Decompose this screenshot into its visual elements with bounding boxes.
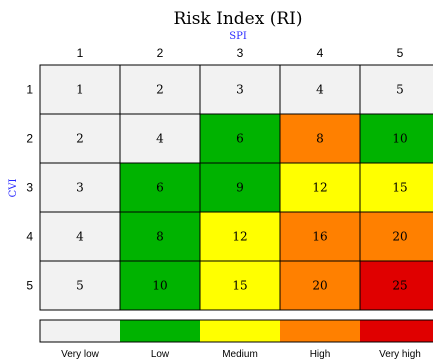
x-tick-label: 5 xyxy=(397,46,404,60)
chart-title: Risk Index (RI) xyxy=(173,9,302,29)
colorbar-label: High xyxy=(310,349,331,360)
colorbar-segment xyxy=(280,320,360,342)
heatmap-cell xyxy=(119,260,201,311)
heatmap-cell xyxy=(39,260,121,311)
heatmap-cell xyxy=(359,64,433,115)
cell-value-label: 5 xyxy=(396,83,404,97)
cell-value-label: 8 xyxy=(316,132,324,146)
heatmap-cell xyxy=(359,113,433,164)
x-tick-labels: 1 2 3 4 5 xyxy=(77,46,404,60)
cell-value-label: 4 xyxy=(76,230,84,244)
y-tick-label: 4 xyxy=(26,230,33,244)
x-tick-label: 2 xyxy=(157,46,164,60)
cell-value-label: 15 xyxy=(392,181,407,195)
cell-value-label: 2 xyxy=(156,83,164,97)
cell-value-label: 5 xyxy=(76,279,84,293)
cell-value-label: 16 xyxy=(312,230,327,244)
cell-value-label: 2 xyxy=(76,132,84,146)
y-tick-label: 5 xyxy=(26,279,33,293)
colorbar-labels: Very low Low Medium High Very high xyxy=(61,349,421,360)
heatmap-cell xyxy=(359,260,433,311)
cell-value-label: 6 xyxy=(156,181,164,195)
colorbar-segment xyxy=(360,320,433,342)
heatmap-cell xyxy=(119,64,201,115)
colorbar-label: Very high xyxy=(379,349,421,360)
colorbar-label: Low xyxy=(151,349,170,360)
heatmap-cell xyxy=(199,162,281,213)
colorbar-segment xyxy=(40,320,120,342)
heatmap-cells xyxy=(39,64,433,311)
y-axis-label: CVI xyxy=(8,179,19,198)
cell-value-label: 15 xyxy=(232,279,247,293)
colorbar-label: Very low xyxy=(61,349,100,360)
heatmap-cell xyxy=(39,64,121,115)
cell-value-label: 10 xyxy=(392,132,407,146)
cell-value-label: 4 xyxy=(316,83,324,97)
cell-value-label: 12 xyxy=(232,230,247,244)
y-tick-label: 3 xyxy=(26,181,33,195)
cell-value-label: 10 xyxy=(152,279,167,293)
x-tick-label: 1 xyxy=(77,46,84,60)
heatmap-cell xyxy=(119,113,201,164)
y-tick-label: 2 xyxy=(26,132,33,146)
cell-value-label: 8 xyxy=(156,230,164,244)
cell-value-label: 3 xyxy=(236,83,244,97)
x-tick-label: 3 xyxy=(237,46,244,60)
colorbar-label: Medium xyxy=(222,349,258,360)
cell-value-label: 20 xyxy=(392,230,407,244)
cell-value-label: 4 xyxy=(156,132,164,146)
colorbar xyxy=(39,319,433,343)
heatmap-cell xyxy=(279,260,361,311)
heatmap-cell xyxy=(279,211,361,262)
heatmap-cell xyxy=(359,211,433,262)
cell-value-label: 20 xyxy=(312,279,327,293)
cell-value-label: 3 xyxy=(76,181,84,195)
cell-value-label: 25 xyxy=(392,279,407,293)
colorbar-frame xyxy=(39,319,433,343)
cell-value-label: 9 xyxy=(236,181,244,195)
x-tick-label: 4 xyxy=(317,46,324,60)
cell-value-labels: 1 2 3 4 52 4 6 8 103 6 9 12 154 8 12 16 205 10 15 20 25 xyxy=(76,83,407,293)
heatmap-cell xyxy=(359,162,433,213)
heatmap-cell xyxy=(199,260,281,311)
colorbar-segment xyxy=(200,320,280,342)
colorbar-segment xyxy=(120,320,200,342)
heatmap-frame xyxy=(39,64,433,311)
cell-value-label: 6 xyxy=(236,132,244,146)
x-axis-label: SPI xyxy=(229,31,247,42)
y-tick-labels: 1 2 3 4 5 xyxy=(26,83,33,293)
cell-value-label: 1 xyxy=(76,83,84,97)
y-tick-label: 1 xyxy=(26,83,33,97)
heatmap-cell xyxy=(279,162,361,213)
cell-value-label: 12 xyxy=(312,181,327,195)
